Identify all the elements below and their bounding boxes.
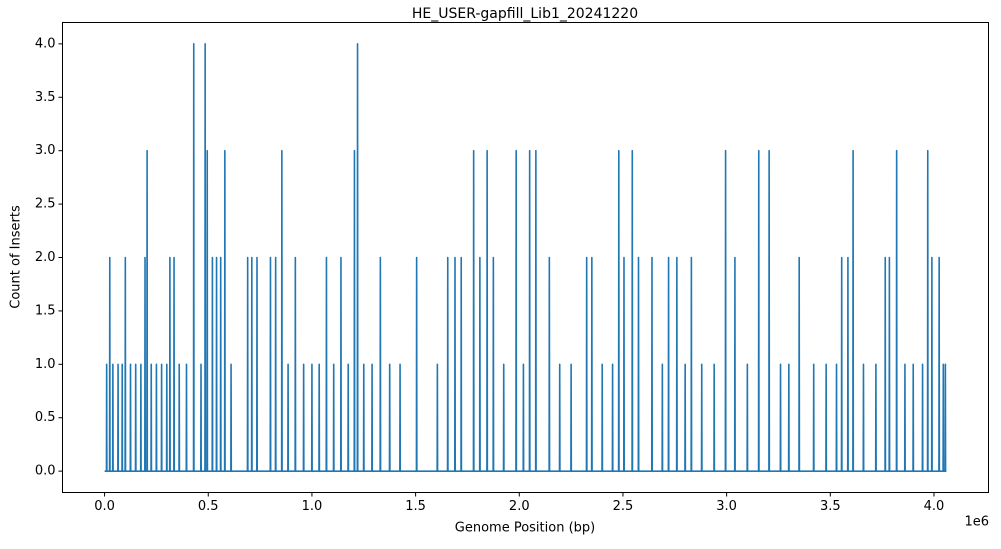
y-tick-label: 2.5 [35, 197, 56, 212]
x-offset-label: 1e6 [964, 515, 989, 530]
y-tick-label: 2.0 [35, 250, 56, 265]
y-tick-label: 1.0 [35, 357, 56, 372]
plot-area [104, 43, 947, 472]
x-tick-label: 0.5 [198, 499, 219, 514]
x-tick-label: 3.5 [820, 499, 841, 514]
x-axis-label: Genome Position (bp) [455, 521, 595, 536]
y-tick-label: 3.5 [35, 90, 56, 105]
y-tick-label: 1.5 [35, 303, 56, 318]
x-tick-label: 3.0 [716, 499, 737, 514]
y-tick-label: 4.0 [35, 36, 56, 51]
data-line [104, 43, 947, 472]
x-tick-label: 1.5 [405, 499, 426, 514]
chart-title: HE_USER-gapfill_Lib1_20241220 [412, 6, 638, 22]
y-tick-label: 3.0 [35, 143, 56, 158]
y-tick-label: 0.5 [35, 410, 56, 425]
x-tick-label: 0.0 [94, 499, 115, 514]
x-tick-label: 1.0 [302, 499, 323, 514]
x-tick-label: 4.0 [924, 499, 945, 514]
x-tick-label: 2.5 [613, 499, 634, 514]
x-tick-label: 2.0 [509, 499, 530, 514]
y-tick-label: 0.0 [35, 464, 56, 479]
y-axis-label: Count of Inserts [9, 205, 24, 309]
